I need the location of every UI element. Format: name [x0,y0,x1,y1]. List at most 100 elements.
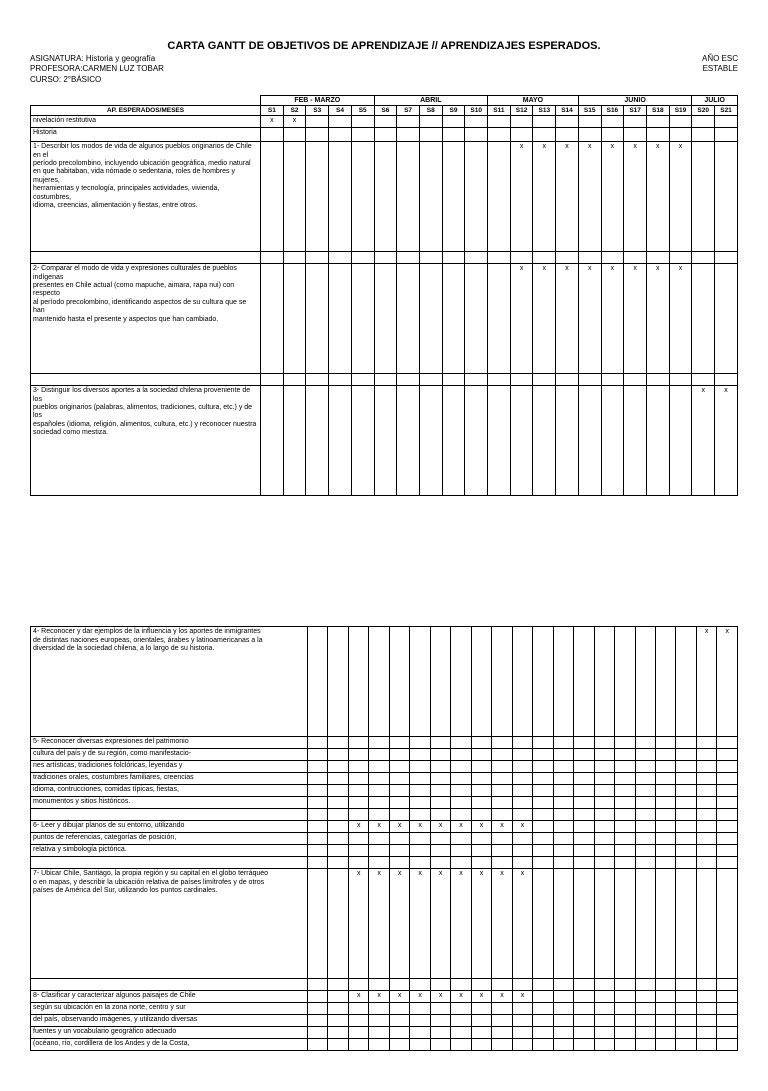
week-cell [410,833,430,845]
week-cell [328,845,348,857]
week-cell [717,979,738,991]
week-cell [492,857,512,869]
week-cell [492,809,512,821]
row-label: 6- Leer y dibujar planos de su entorno, … [31,821,308,833]
week-cell [430,857,450,869]
page-title: CARTA GANTT DE OBJETIVOS DE APRENDIZAJE … [30,40,738,52]
week-cell: x [646,264,669,374]
week-cell [471,749,491,761]
week-cell [348,773,368,785]
week-cell [696,797,716,809]
week-cell [329,374,352,386]
week-cell [329,128,352,142]
week-cell [574,797,594,809]
week-cell [533,252,556,264]
week-cell [601,252,624,264]
week-cell [389,1003,409,1015]
week-cell [646,252,669,264]
week-cell [594,991,614,1003]
week-cell [553,991,573,1003]
week-cell [410,1027,430,1039]
profesora-label: PROFESORA: [30,64,82,73]
week-cell [615,1039,635,1051]
week-cell [306,116,329,128]
week-cell [451,857,471,869]
week-cell [715,252,738,264]
week-cell [328,857,348,869]
week-cell [696,785,716,797]
week-cell [533,809,553,821]
week-cell [308,809,328,821]
week-cell [635,773,655,785]
week-header: S14 [556,106,579,116]
gantt-table-bottom: 4- Reconocer y dar ejemplos de la influe… [30,626,738,1051]
week-cell [574,761,594,773]
month-header: JUNIO [578,96,692,106]
week-cell [328,627,348,737]
month-header: FEB - MARZO [261,96,375,106]
week-cell [594,833,614,845]
week-cell [430,833,450,845]
week-cell [410,1003,430,1015]
week-cell [717,845,738,857]
week-cell [369,845,389,857]
week-cell: x [578,142,601,252]
week-cell [594,1027,614,1039]
week-cell [553,627,573,737]
week-cell [669,386,692,496]
week-cell [451,761,471,773]
week-cell [512,761,532,773]
week-cell [615,1027,635,1039]
week-cell [348,1003,368,1015]
week-cell [328,833,348,845]
week-cell [328,1003,348,1015]
row-label: 5- Reconocer diversas expresiones del pa… [31,737,308,749]
week-cell [397,264,420,374]
week-cell [492,797,512,809]
week-cell [488,142,511,252]
week-cell [389,737,409,749]
row-label: cultura del país y de su región, como ma… [31,749,308,761]
week-cell [696,773,716,785]
row-label [31,374,261,386]
week-cell [306,142,329,252]
week-cell [430,1003,450,1015]
week-cell: x [389,869,409,979]
week-header: S9 [442,106,465,116]
week-cell [397,128,420,142]
week-cell [601,374,624,386]
week-cell [553,979,573,991]
week-cell [533,821,553,833]
week-cell [410,845,430,857]
week-cell: x [348,869,368,979]
week-cell [442,116,465,128]
week-header: S4 [329,106,352,116]
week-cell [594,627,614,737]
week-cell [410,627,430,737]
week-cell [471,737,491,749]
week-cell [369,761,389,773]
week-cell [553,869,573,979]
week-cell [283,142,306,252]
week-cell [715,142,738,252]
week-cell [488,252,511,264]
week-cell [646,374,669,386]
week-cell [533,1003,553,1015]
week-cell [624,128,647,142]
week-cell [692,142,715,252]
week-cell [419,252,442,264]
week-cell [533,128,556,142]
week-cell [369,773,389,785]
week-cell [696,1027,716,1039]
week-cell [533,386,556,496]
month-header: JULIO [692,96,738,106]
week-cell [328,773,348,785]
week-cell [676,761,696,773]
week-cell [430,1027,450,1039]
week-cell [369,857,389,869]
week-cell [261,128,284,142]
week-cell [594,761,614,773]
week-cell [574,979,594,991]
week-cell [696,1015,716,1027]
week-cell [717,869,738,979]
